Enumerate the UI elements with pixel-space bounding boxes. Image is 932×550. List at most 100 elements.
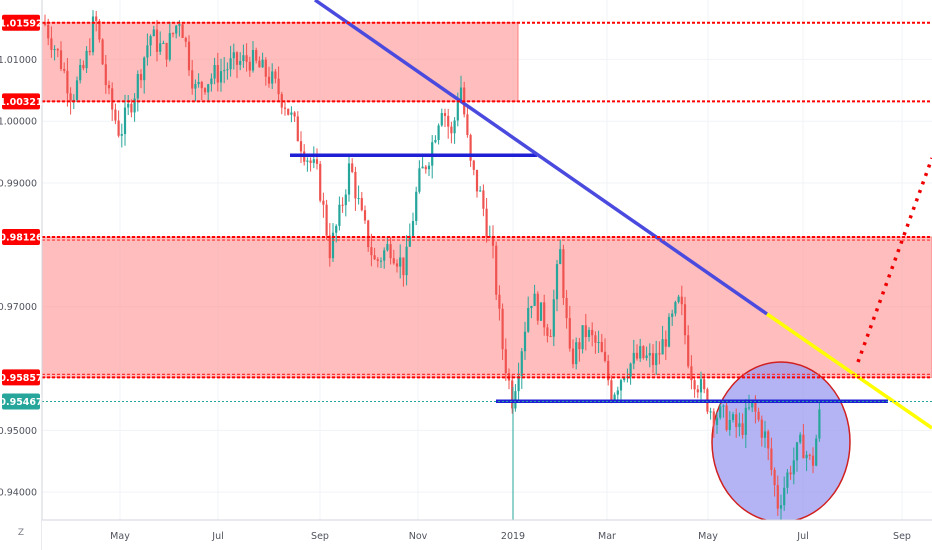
candle-body	[175, 25, 178, 34]
candle-body	[709, 411, 712, 413]
candle-body	[117, 120, 120, 136]
x-tick-label: May	[698, 531, 718, 542]
candle-body	[738, 423, 741, 427]
candle-body	[530, 305, 533, 309]
price-level-badges: 1.01592 1.00321 0.98126 0.95857 0.95467	[0, 14, 43, 410]
candle-body	[386, 244, 389, 251]
candle-body	[341, 204, 344, 206]
candle-body	[747, 407, 751, 409]
candle-body	[664, 339, 667, 347]
candle-body	[136, 74, 139, 99]
candle-body	[623, 378, 626, 381]
x-tick-label: Sep	[893, 531, 911, 542]
candle-body	[322, 200, 325, 205]
candle-body	[351, 163, 354, 172]
candle-body	[575, 342, 578, 365]
candle-body	[296, 116, 299, 142]
y-axis: 1.01000 1.00000 0.99000 0.97000 0.95000 0.940…	[0, 0, 43, 550]
candle-body	[683, 304, 687, 336]
x-tick-label: Jul	[796, 531, 808, 542]
price-badge-label: 0.95857	[0, 373, 43, 384]
candle-body	[315, 159, 319, 164]
candle-body	[815, 438, 818, 466]
candle-body	[795, 442, 799, 461]
candle-body	[354, 171, 357, 199]
candle-body	[546, 327, 549, 337]
candle-body	[299, 141, 303, 152]
candle-body	[367, 220, 370, 248]
candle-body	[194, 84, 197, 89]
candle-body	[181, 24, 184, 38]
candle-body	[66, 70, 69, 94]
candle-body	[600, 342, 603, 352]
candle-body	[690, 366, 693, 381]
candle-body	[370, 247, 373, 256]
candle-body	[411, 221, 415, 236]
candle-body	[501, 308, 504, 350]
candle-body	[491, 236, 495, 246]
candle-body	[395, 263, 399, 267]
candle-body	[152, 29, 155, 37]
candle-body	[114, 109, 117, 121]
candle-body	[379, 260, 383, 262]
candle-body	[360, 198, 363, 211]
candle-body	[728, 419, 731, 430]
candle-body	[376, 259, 379, 261]
candle-body	[290, 112, 293, 115]
candle-body	[338, 204, 341, 226]
axis-badge: Z	[18, 528, 24, 538]
candle-body	[91, 16, 95, 53]
candle-body	[245, 55, 248, 62]
candle-body	[421, 166, 424, 169]
x-tick-label: Mar	[598, 531, 616, 542]
candle-body	[472, 160, 475, 170]
candle-body	[597, 342, 600, 344]
candle-body	[408, 235, 411, 247]
candle-body	[674, 301, 677, 314]
candle-body	[242, 55, 245, 62]
candle-body	[741, 423, 744, 435]
candle-body	[235, 52, 239, 65]
candle-body	[648, 353, 651, 356]
price-badge	[2, 14, 40, 31]
candle-body	[191, 70, 194, 89]
candle-body	[773, 469, 776, 486]
candle-body	[219, 71, 223, 83]
candle-body	[642, 346, 645, 358]
candle-body	[498, 294, 501, 309]
candle-body	[719, 406, 722, 418]
candle-body	[603, 351, 607, 361]
price-level-lines	[42, 21, 932, 402]
candle-body	[680, 296, 683, 305]
x-tick-label: 2019	[501, 531, 525, 542]
candle-body	[453, 120, 456, 134]
candle-body	[751, 399, 754, 408]
candle-body	[811, 455, 815, 466]
candle-body	[543, 302, 546, 328]
candle-body	[610, 380, 613, 400]
candle-body	[613, 394, 616, 400]
candle-body	[693, 380, 696, 390]
candle-body	[450, 126, 453, 134]
candle-body	[712, 411, 715, 425]
candle-body	[722, 405, 725, 407]
candle-body	[443, 113, 447, 116]
x-tick-label: May	[110, 531, 130, 542]
candle-body	[69, 93, 72, 102]
candle-body	[95, 16, 98, 21]
candle-body	[357, 198, 360, 200]
candle-body	[207, 84, 210, 93]
candle-body	[347, 163, 351, 195]
candle-body	[258, 60, 261, 68]
candle-body	[760, 419, 763, 438]
candle-body	[277, 78, 280, 95]
candle-body	[517, 375, 520, 392]
candle-body	[767, 431, 770, 449]
candle-body	[184, 37, 187, 42]
candle-body	[715, 417, 719, 425]
candle-body	[312, 159, 315, 163]
candle-body	[392, 258, 395, 264]
candle-body	[607, 360, 610, 381]
candle-body	[306, 160, 309, 162]
